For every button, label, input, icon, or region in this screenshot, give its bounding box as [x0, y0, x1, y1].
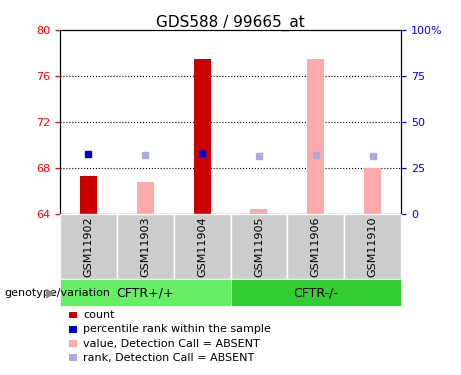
Bar	[230, 214, 287, 279]
Text: CFTR-/-: CFTR-/-	[293, 286, 338, 299]
Bar	[287, 214, 344, 279]
Bar	[117, 214, 174, 279]
Bar	[136, 182, 154, 214]
Text: GDS588 / 99665_at: GDS588 / 99665_at	[156, 15, 305, 31]
Bar	[250, 209, 267, 214]
Bar	[60, 279, 230, 306]
Bar	[80, 176, 97, 214]
Text: genotype/variation: genotype/variation	[5, 288, 111, 297]
Bar	[60, 214, 117, 279]
Bar	[230, 279, 401, 306]
Text: percentile rank within the sample: percentile rank within the sample	[83, 324, 271, 334]
Text: GSM11910: GSM11910	[367, 216, 378, 277]
Text: GSM11902: GSM11902	[83, 216, 94, 277]
Text: GSM11905: GSM11905	[254, 216, 264, 277]
Text: ▶: ▶	[46, 286, 55, 299]
Text: GSM11903: GSM11903	[140, 216, 150, 277]
Text: value, Detection Call = ABSENT: value, Detection Call = ABSENT	[83, 339, 260, 348]
Bar	[307, 59, 324, 214]
Text: count: count	[83, 310, 114, 320]
Bar	[194, 59, 211, 214]
Bar	[174, 214, 230, 279]
Bar	[364, 168, 381, 214]
Text: GSM11906: GSM11906	[311, 216, 321, 277]
Text: CFTR+/+: CFTR+/+	[116, 286, 174, 299]
Bar	[344, 214, 401, 279]
Text: GSM11904: GSM11904	[197, 216, 207, 277]
Text: rank, Detection Call = ABSENT: rank, Detection Call = ABSENT	[83, 353, 254, 363]
